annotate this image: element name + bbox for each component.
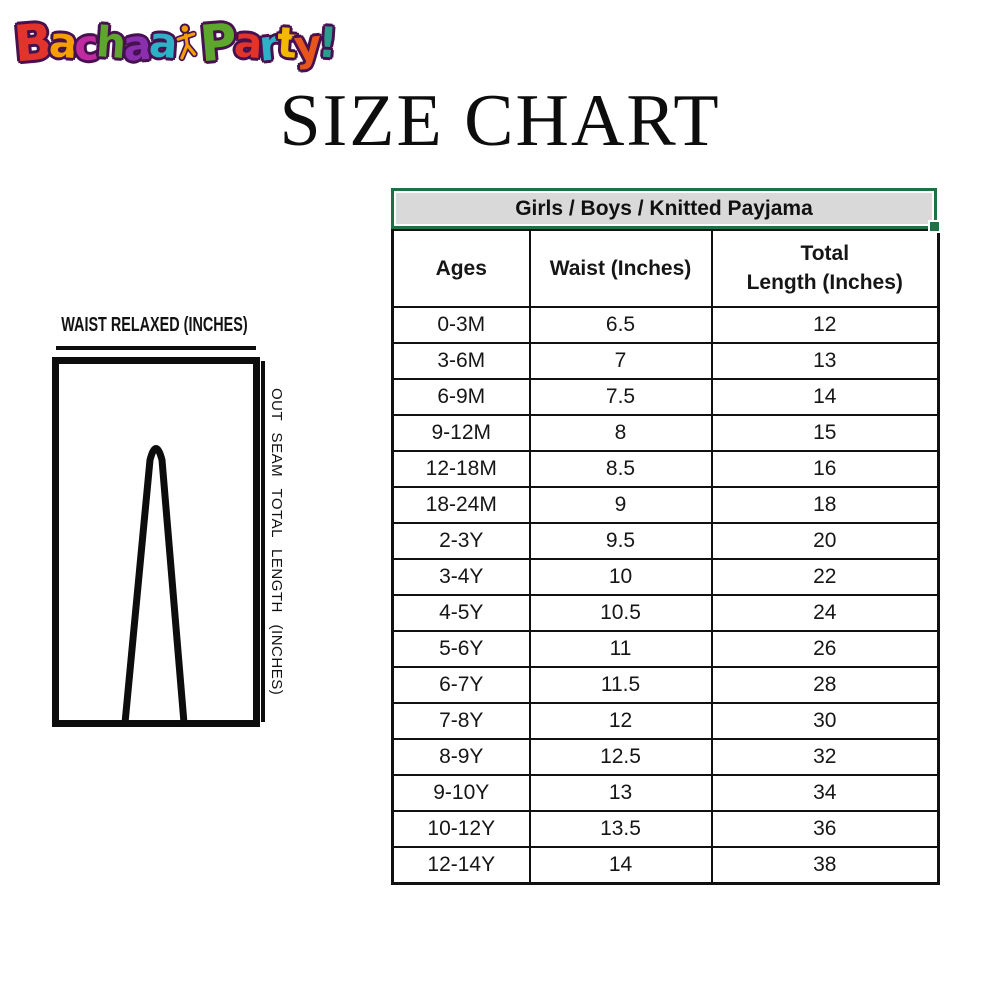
brand-letter: B: [11, 12, 52, 74]
table-row: 10-12Y 13.5 36: [391, 810, 940, 848]
waist-cell: 10: [528, 558, 713, 596]
length-cell: 30: [710, 702, 940, 740]
length-cell: 34: [710, 774, 940, 812]
length-cell: 15: [710, 414, 940, 452]
brand-letter: a: [121, 19, 151, 72]
age-cell: 12-18M: [391, 450, 531, 488]
age-cell: 7-8Y: [391, 702, 531, 740]
table-row: 18-24M 9 18: [391, 486, 940, 524]
age-cell: 5-6Y: [391, 630, 531, 668]
waist-cell: 7: [528, 342, 713, 380]
brand-letter: P: [197, 12, 237, 74]
outseam-total-length-label: OUT SEAM TOTAL LENGTH (INCHES): [268, 387, 285, 696]
length-cell: 20: [710, 522, 940, 560]
age-cell: 3-6M: [391, 342, 531, 380]
age-cell: 10-12Y: [391, 810, 531, 848]
length-cell: 16: [710, 450, 940, 488]
length-cell: 24: [710, 594, 940, 632]
outseam-measure-line: [261, 361, 265, 722]
waist-cell: 13.5: [528, 810, 713, 848]
size-table: Ages Waist (Inches) Total Length (Inches…: [391, 228, 940, 885]
table-row: 0-3M 6.5 12: [391, 306, 940, 344]
column-header-ages: Ages: [391, 228, 531, 308]
waist-cell: 10.5: [528, 594, 713, 632]
length-cell: 28: [710, 666, 940, 704]
table-row: 4-5Y 10.5 24: [391, 594, 940, 632]
brand-word-first: Bachaa: [11, 12, 176, 74]
waist-cell: 11: [528, 630, 713, 668]
column-header-waist: Waist (Inches): [528, 228, 713, 308]
brand-word-second: Party!: [197, 12, 337, 74]
dancing-kid-icon: [173, 22, 201, 67]
brand-logo: Bachaa Party!: [11, 6, 337, 78]
waist-cell: 14: [528, 846, 713, 885]
length-cell: 32: [710, 738, 940, 776]
table-title: Girls / Boys / Knitted Payjama: [515, 196, 813, 220]
length-cell: 38: [710, 846, 940, 885]
size-table-section: Girls / Boys / Knitted Payjama Ages Wais…: [391, 188, 941, 885]
age-cell: 0-3M: [391, 306, 531, 344]
table-row: 6-9M 7.5 14: [391, 378, 940, 416]
age-cell: 18-24M: [391, 486, 531, 524]
waist-cell: 9.5: [528, 522, 713, 560]
page-title: SIZE CHART: [279, 80, 721, 162]
waist-cell: 7.5: [528, 378, 713, 416]
age-cell: 3-4Y: [391, 558, 531, 596]
brand-letter: a: [147, 17, 176, 68]
waist-relaxed-label: WAIST RELAXED (INCHES): [60, 314, 248, 336]
table-row: 3-4Y 10 22: [391, 558, 940, 596]
age-cell: 12-14Y: [391, 846, 531, 885]
table-title-cell: Girls / Boys / Knitted Payjama: [391, 188, 941, 233]
age-cell: 6-7Y: [391, 666, 531, 704]
length-cell: 13: [710, 342, 940, 380]
table-row: 8-9Y 12.5 32: [391, 738, 940, 776]
length-cell: 18: [710, 486, 940, 524]
length-cell: 26: [710, 630, 940, 668]
length-cell: 12: [710, 306, 940, 344]
age-cell: 9-10Y: [391, 774, 531, 812]
column-header-total-length: Total Length (Inches): [710, 228, 940, 308]
table-row: 5-6Y 11 26: [391, 630, 940, 668]
table-row: 9-10Y 13 34: [391, 774, 940, 812]
size-table-body: 0-3M 6.5 12 3-6M 7 13 6-9M 7.5 14: [391, 306, 940, 885]
table-row: 12-18M 8.5 16: [391, 450, 940, 488]
waist-cell: 8.5: [528, 450, 713, 488]
table-row: 3-6M 7 13: [391, 342, 940, 380]
length-cell: 22: [710, 558, 940, 596]
length-cell: 36: [710, 810, 940, 848]
column-header-row: Ages Waist (Inches) Total Length (Inches…: [391, 228, 940, 308]
table-row: 2-3Y 9.5 20: [391, 522, 940, 560]
age-cell: 6-9M: [391, 378, 531, 416]
age-cell: 2-3Y: [391, 522, 531, 560]
table-row: 9-12M 8 15: [391, 414, 940, 452]
waist-cell: 9: [528, 486, 713, 524]
excel-fill-handle: [928, 220, 941, 233]
pajama-outline-figure: [52, 357, 260, 727]
waist-cell: 8: [528, 414, 713, 452]
table-row: 6-7Y 11.5 28: [391, 666, 940, 704]
waist-cell: 12: [528, 702, 713, 740]
waist-cell: 13: [528, 774, 713, 812]
brand-letter: h: [94, 17, 126, 68]
age-cell: 8-9Y: [391, 738, 531, 776]
table-row: 7-8Y 12 30: [391, 702, 940, 740]
waist-cell: 12.5: [528, 738, 713, 776]
brand-letter: !: [316, 17, 337, 68]
age-cell: 9-12M: [391, 414, 531, 452]
length-cell: 14: [710, 378, 940, 416]
age-cell: 4-5Y: [391, 594, 531, 632]
waist-measure-line: [56, 346, 256, 350]
brand-letter: a: [232, 17, 261, 68]
table-row: 12-14Y 14 38: [391, 846, 940, 885]
waist-cell: 11.5: [528, 666, 713, 704]
waist-cell: 6.5: [528, 306, 713, 344]
